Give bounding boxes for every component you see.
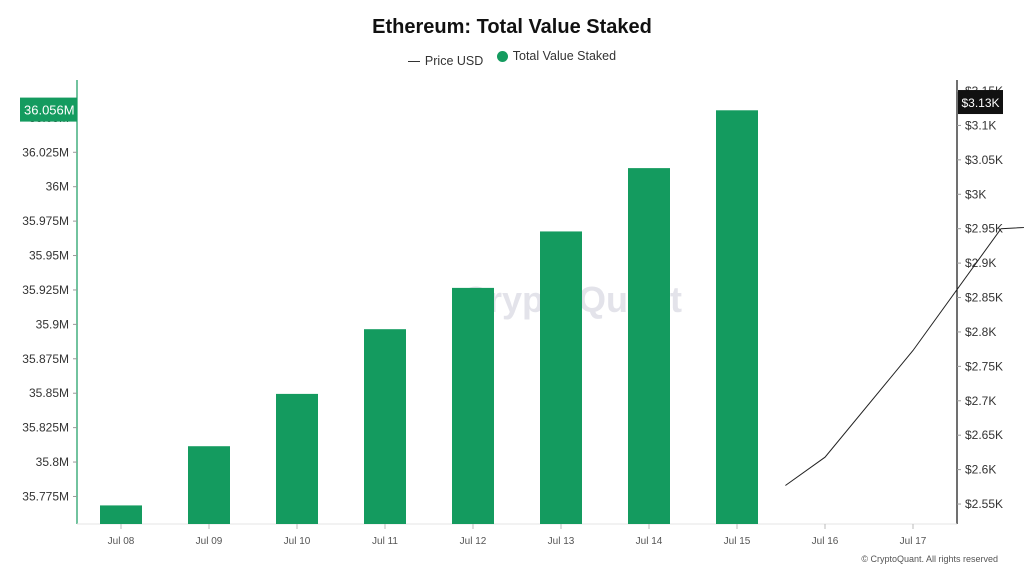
y-right-tick-label: $2.7K [965, 394, 996, 408]
x-tick-label: Jul 11 [372, 536, 398, 547]
right-value-marker [958, 90, 1003, 115]
bar [100, 505, 142, 524]
x-tick-label: Jul 14 [636, 536, 663, 547]
y-right-tick-label: $2.95K [965, 222, 1003, 236]
y-right-tick-label: $2.85K [965, 291, 1003, 305]
y-left-tick-label: 35.775M [22, 489, 69, 503]
y-right-tick-label: $3.05K [965, 153, 1003, 167]
bar [188, 446, 230, 524]
x-tick-label: Jul 10 [284, 536, 311, 547]
y-right-tick-label: $2.6K [965, 463, 996, 477]
dot-legend-icon [496, 50, 508, 62]
bar [540, 231, 582, 524]
y-right-tick-label: $3.1K [965, 118, 996, 132]
y-right-tick-label: $3K [965, 187, 986, 201]
left-value-marker-label: 36.056M [24, 103, 75, 118]
x-tick-label: Jul 13 [548, 536, 575, 547]
chart-title: Ethereum: Total Value Staked [372, 16, 652, 38]
legend-label-staked: Total Value Staked [512, 49, 617, 63]
copyright-text: © CryptoQuant. All rights reserved [861, 554, 998, 564]
bar [628, 168, 670, 524]
y-right-tick-label: $2.55K [965, 497, 1003, 511]
y-right-tick-label: $2.75K [965, 359, 1003, 373]
legend-item-price[interactable]: Price USD [407, 54, 484, 68]
y-left-tick-label: 35.975M [22, 214, 69, 228]
legend-item-staked[interactable]: Total Value Staked [496, 49, 617, 63]
x-tick-label: Jul 12 [460, 536, 487, 547]
y-left-tick-label: 35.875M [22, 352, 69, 366]
y-left-tick-label: 35.85M [29, 386, 69, 400]
bar [716, 110, 758, 525]
bar [276, 393, 318, 524]
right-value-marker-label: $3.13K [961, 96, 999, 110]
chart-legend: Price USD Total Value Staked [0, 49, 1024, 68]
y-right-tick-label: $2.8K [965, 325, 996, 339]
y-left-tick-label: 35.925M [22, 283, 69, 297]
y-left-tick-label: 35.95M [29, 249, 69, 263]
price-line [785, 226, 1024, 486]
y-left-tick-label: 35.9M [36, 317, 69, 331]
x-tick-label: Jul 15 [724, 536, 751, 547]
y-left-tick-label: 35.825M [22, 421, 69, 435]
x-tick-label: Jul 08 [108, 536, 135, 547]
line-legend-icon [407, 60, 420, 62]
y-left-tick-label: 35.8M [36, 455, 69, 469]
y-left-tick-label: 36.025M [22, 145, 69, 159]
x-tick-label: Jul 17 [900, 536, 927, 547]
y-right-tick-label: $2.65K [965, 428, 1003, 442]
left-value-marker [20, 97, 77, 122]
y-left-tick-label: 36M [46, 180, 69, 194]
x-tick-label: Jul 09 [196, 536, 223, 547]
bar [364, 329, 406, 524]
bar [452, 287, 494, 524]
x-tick-label: Jul 16 [812, 536, 839, 547]
y-right-tick-label: $2.9K [965, 256, 996, 270]
legend-label-price: Price USD [424, 54, 484, 68]
